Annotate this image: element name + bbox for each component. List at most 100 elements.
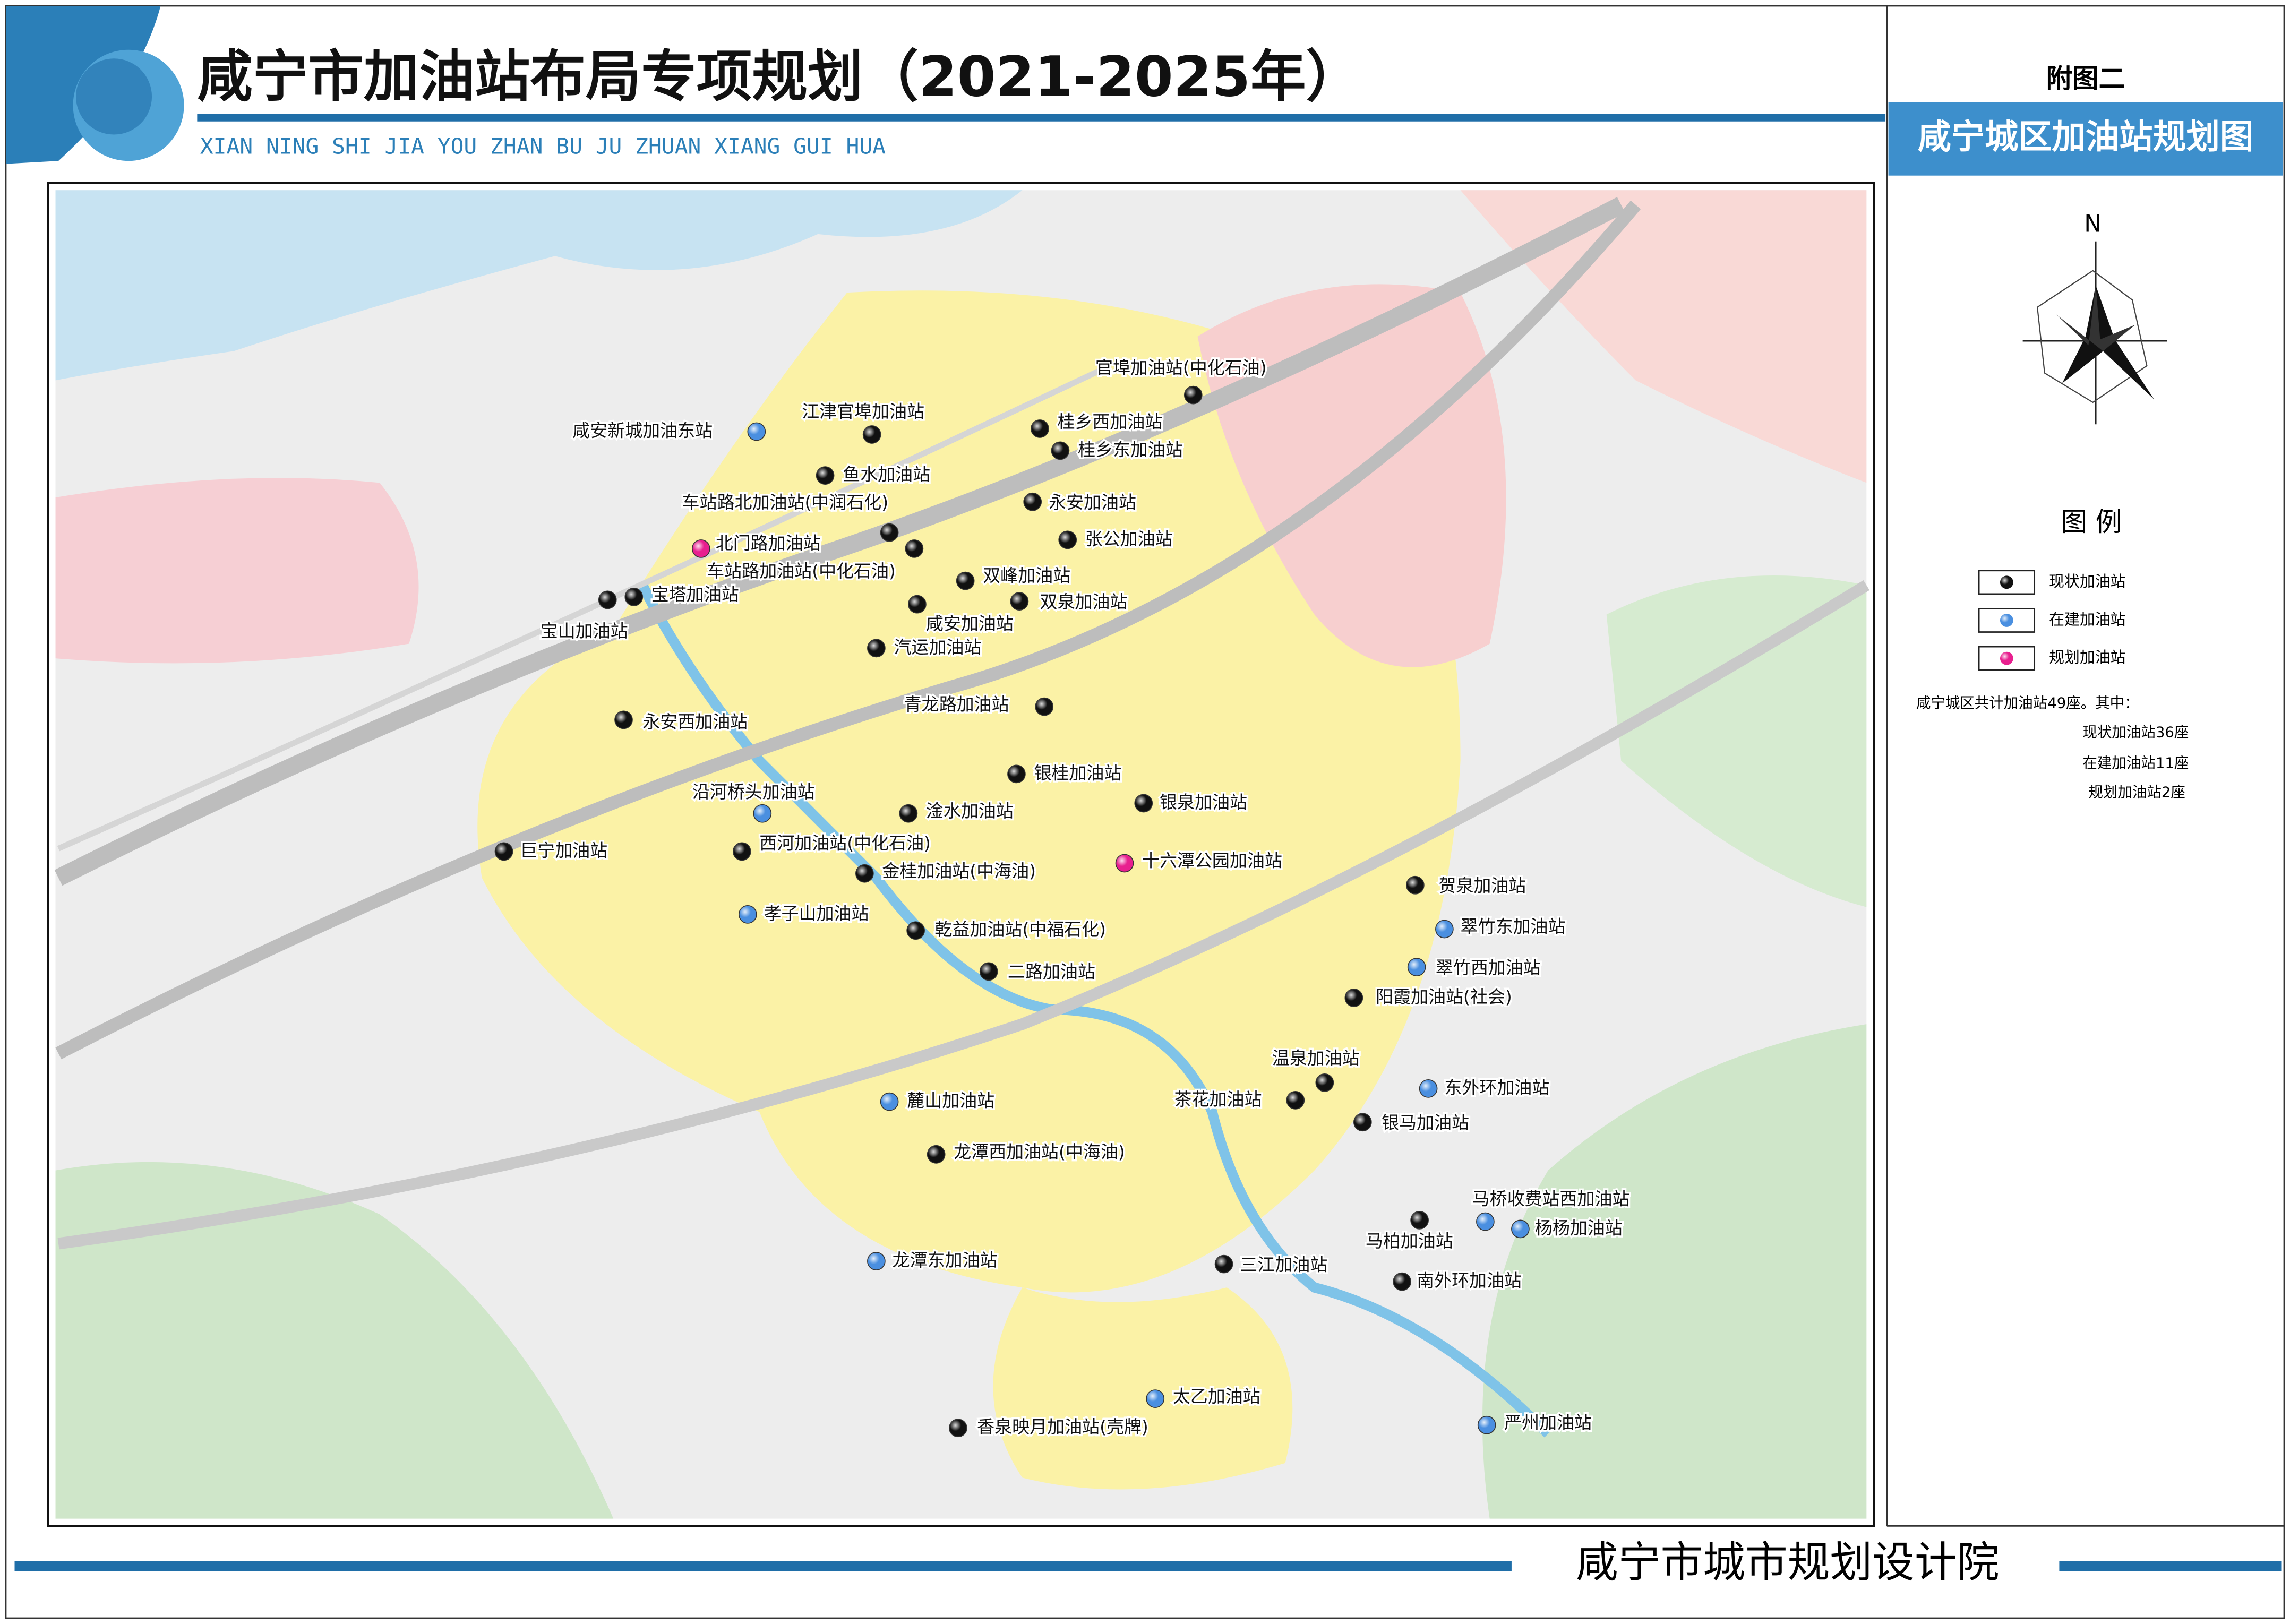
- footer-rule: [2059, 1561, 2282, 1571]
- station-marker-shine: [1215, 1255, 1233, 1273]
- station-marker-shine: [899, 804, 917, 822]
- station-label: 鱼水加油站: [843, 464, 930, 485]
- station-label: 龙潭西加油站(中海油): [954, 1141, 1125, 1162]
- map-title: 咸宁城区加油站规划图: [1918, 117, 2254, 156]
- station-label: 西河加油站(中化石油): [759, 833, 931, 854]
- station-label: 车站路北加油站(中润石化): [682, 492, 889, 512]
- north-label: N: [2084, 210, 2102, 237]
- station-marker-shine: [733, 843, 751, 861]
- station-label: 麓山加油站: [907, 1090, 994, 1111]
- station-label: 沿河桥头加油站: [692, 781, 815, 802]
- station-marker-shine: [739, 905, 757, 923]
- station-label: 温泉加油站: [1272, 1048, 1360, 1069]
- legend-swatch-shine: [2000, 614, 2013, 627]
- station-marker-shine: [1116, 854, 1134, 872]
- station-label: 汽运加油站: [894, 637, 981, 657]
- summary-line: 在建加油站11座: [2082, 755, 2189, 772]
- summary-line: 咸宁城区共计加油站49座。其中：: [1916, 695, 2139, 712]
- station-label: 东外环加油站: [1444, 1077, 1549, 1098]
- station-label: 翠竹东加油站: [1461, 916, 1566, 937]
- legend-label: 现状加油站: [2049, 572, 2125, 590]
- legend-label: 在建加油站: [2049, 610, 2125, 628]
- station-label: 孝子山加油站: [764, 903, 869, 924]
- legend-label: 规划加油站: [2049, 648, 2125, 666]
- station-label: 南外环加油站: [1417, 1270, 1522, 1291]
- station-marker-shine: [980, 963, 998, 981]
- station-label: 二路加油站: [1008, 961, 1095, 982]
- station-label: 双峰加油站: [983, 565, 1070, 586]
- station-marker-shine: [1478, 1416, 1496, 1434]
- station-label: 银桂加油站: [1034, 762, 1121, 783]
- station-label: 乾益加油站(中福石化): [934, 919, 1106, 940]
- station-marker-shine: [907, 922, 925, 940]
- station-label: 阳霞加油站(社会): [1376, 986, 1512, 1007]
- station-label: 十六潭公园加油站: [1142, 850, 1282, 871]
- station-marker-shine: [956, 572, 974, 590]
- station-label: 永安西加油站: [642, 711, 748, 732]
- station-marker-shine: [1007, 765, 1025, 783]
- station-marker-shine: [1353, 1113, 1371, 1131]
- summary-line: 现状加油站36座: [2082, 724, 2189, 741]
- legend-swatch-shine: [2000, 575, 2013, 589]
- station-marker-shine: [880, 1093, 898, 1111]
- station-label: 巨宁加油站: [520, 840, 607, 861]
- station-marker-shine: [927, 1145, 945, 1163]
- station-label: 双泉加油站: [1040, 591, 1127, 612]
- station-marker-shine: [1031, 419, 1049, 438]
- station-marker-shine: [880, 523, 898, 542]
- station-label: 严州加油站: [1504, 1412, 1592, 1433]
- corner-circle: [76, 58, 152, 135]
- station-marker-shine: [1345, 989, 1363, 1007]
- station-marker-shine: [1316, 1073, 1334, 1092]
- station-marker-shine: [1010, 592, 1028, 611]
- station-label: 宝山加油站: [541, 621, 628, 641]
- station-marker-shine: [1476, 1213, 1494, 1231]
- station-marker-shine: [1146, 1390, 1164, 1408]
- station-marker-shine: [1035, 698, 1053, 716]
- compass: N: [2022, 210, 2167, 425]
- station-marker-shine: [615, 711, 633, 729]
- station-marker-shine: [598, 591, 616, 609]
- station-label: 银马加油站: [1382, 1112, 1469, 1133]
- station-marker-shine: [1406, 876, 1424, 894]
- station-label: 龙潭东加油站: [893, 1250, 998, 1270]
- station-label: 宝塔加油站: [651, 584, 739, 605]
- station-marker-shine: [748, 423, 766, 441]
- station-label: 杨杨加油站: [1535, 1217, 1623, 1238]
- station-label: 太乙加油站: [1173, 1386, 1260, 1406]
- station-marker-shine: [1408, 958, 1426, 976]
- station-label: 马桥收费站西加油站: [1472, 1188, 1630, 1209]
- summary-line: 规划加油站2座: [2088, 784, 2185, 801]
- station-marker-shine: [908, 595, 926, 613]
- institute: 咸宁市城市规划设计院: [1576, 1538, 2000, 1587]
- station-marker-shine: [1135, 794, 1153, 812]
- station-label: 青龙路加油站: [904, 694, 1009, 715]
- station-marker-shine: [816, 467, 834, 485]
- station-label: 贺泉加油站: [1438, 875, 1526, 896]
- station-label: 桂乡东加油站: [1078, 439, 1183, 460]
- station-marker-shine: [867, 1252, 885, 1270]
- station-label: 咸安加油站: [926, 613, 1014, 634]
- station-label: 永安加油站: [1049, 492, 1136, 512]
- station-label: 车站路加油站(中化石油): [707, 561, 896, 581]
- station-label: 北门路加油站: [716, 533, 821, 554]
- station-marker-shine: [625, 588, 643, 606]
- station-label: 茶花加油站: [1174, 1089, 1262, 1110]
- station-marker-shine: [1511, 1220, 1529, 1238]
- station-label: 翠竹西加油站: [1436, 957, 1541, 978]
- station-label: 银泉加油站: [1160, 792, 1247, 812]
- station-marker-shine: [495, 843, 513, 861]
- station-marker-shine: [855, 864, 873, 882]
- station-label: 张公加油站: [1085, 528, 1173, 549]
- title-rule: [197, 114, 1886, 122]
- station-marker-shine: [863, 425, 881, 444]
- map-title-box: [1888, 102, 2283, 176]
- station-label: 金桂加油站(中海油): [882, 861, 1036, 881]
- map-frame: [47, 182, 1875, 1527]
- subtitle: XIAN NING SHI JIA YOU ZHAN BU JU ZHUAN X…: [200, 133, 886, 159]
- legend-title: 图 例: [2061, 506, 2122, 537]
